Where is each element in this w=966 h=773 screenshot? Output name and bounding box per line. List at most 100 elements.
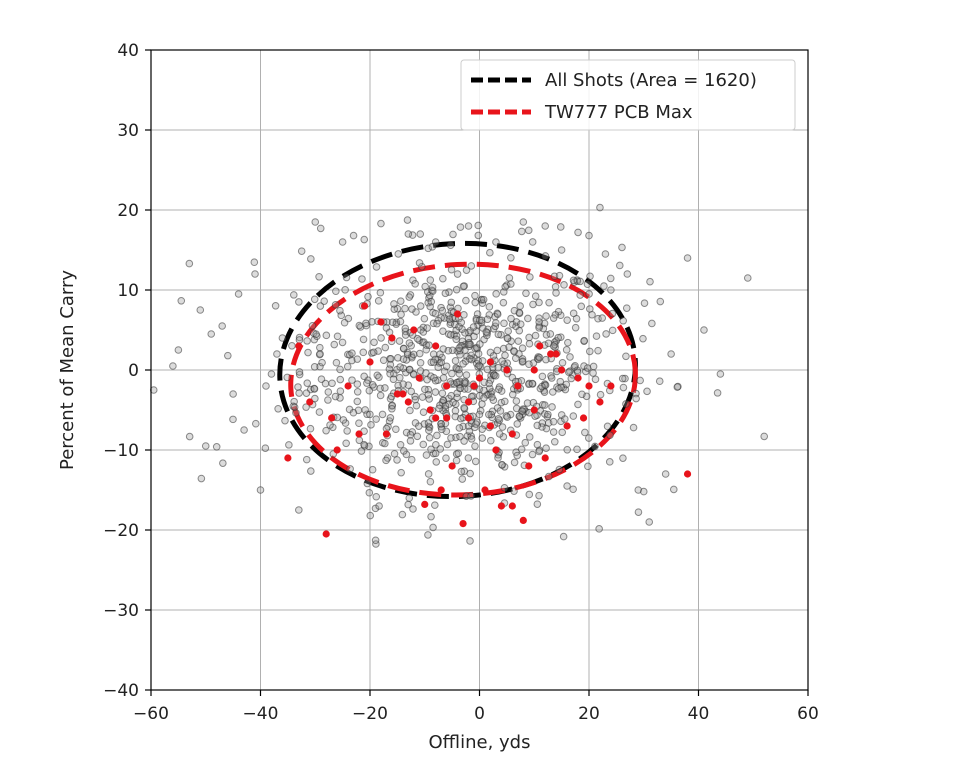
all-shots-point	[596, 203, 604, 212]
all-shots-point	[336, 387, 345, 395]
all-shots-point	[338, 338, 347, 347]
all-shots-point	[576, 291, 584, 299]
all-shots-point	[308, 321, 317, 330]
all-shots-point	[250, 258, 259, 267]
all-shots-point	[525, 333, 533, 342]
all-shots-point	[602, 330, 610, 338]
x-tick-label: −60	[133, 704, 169, 724]
all-shots-point	[302, 389, 311, 397]
all-shots-point	[548, 403, 556, 411]
all-shots-point	[360, 372, 368, 381]
legend-label-all-shots: All Shots (Area = 1620)	[545, 70, 757, 91]
all-shots-point	[461, 346, 469, 354]
all-shots-point	[392, 425, 400, 434]
y-tick-label: −10	[103, 441, 139, 461]
all-shots-point	[407, 387, 416, 396]
tw777-point	[503, 366, 511, 374]
all-shots-point	[462, 266, 471, 274]
all-shots-point	[419, 408, 428, 416]
all-shots-point	[297, 247, 306, 255]
all-shots-point	[645, 518, 654, 526]
all-shots-point	[569, 485, 577, 494]
tw777-point	[514, 382, 522, 390]
all-shots-point	[444, 346, 453, 355]
all-shots-point	[493, 310, 502, 319]
all-shots-point	[386, 369, 394, 378]
tw777-point	[333, 446, 341, 454]
all-shots-point	[564, 338, 572, 347]
tw777-point	[530, 366, 538, 374]
all-shots-point	[607, 286, 615, 294]
x-tick-label: 60	[797, 704, 819, 724]
all-shots-point	[379, 356, 388, 365]
all-shots-point	[636, 376, 644, 385]
all-shots-point	[621, 374, 629, 383]
all-shots-point	[346, 465, 354, 473]
all-shots-point	[262, 382, 270, 390]
all-shots-point	[542, 312, 550, 320]
tw777-point	[683, 470, 692, 478]
all-shots-point	[586, 347, 594, 356]
tw777-point	[475, 374, 484, 382]
all-shots-point	[622, 304, 631, 312]
all-shots-point	[336, 365, 344, 374]
all-shots-point	[453, 270, 462, 278]
all-shots-point	[425, 426, 433, 435]
all-shots-point	[533, 440, 542, 449]
all-shots-point	[332, 287, 340, 296]
x-tick-label: −20	[352, 704, 388, 724]
all-shots-point	[355, 419, 363, 428]
all-shots-point	[494, 454, 502, 462]
all-shots-point	[404, 230, 413, 238]
y-axis-label: Percent of Mean Carry	[57, 270, 78, 470]
all-shots-point	[340, 318, 349, 327]
all-shots-point	[355, 321, 364, 330]
all-shots-point	[343, 427, 351, 435]
all-shots-point	[283, 373, 292, 382]
all-shots-point	[545, 298, 553, 307]
tw777-point	[464, 398, 473, 406]
all-shots-point	[408, 231, 417, 239]
legend-box	[460, 59, 796, 131]
all-shots-point	[219, 459, 227, 467]
all-shots-point	[267, 370, 276, 378]
tw777-point	[596, 398, 604, 406]
all-shots-point	[501, 397, 509, 406]
all-shots-point	[538, 382, 546, 391]
all-shots-point	[540, 401, 549, 409]
all-shots-point	[367, 421, 375, 429]
all-shots-point	[432, 458, 441, 466]
all-shots-point	[451, 357, 460, 365]
all-shots-point	[498, 423, 507, 431]
tw777-point	[421, 500, 429, 508]
all-shots-point	[431, 309, 440, 318]
all-shots-point	[316, 343, 324, 352]
all-shots-point	[371, 536, 380, 545]
all-shots-point	[583, 280, 592, 289]
all-shots-point	[477, 316, 486, 325]
all-shots-point	[295, 370, 304, 379]
all-shots-point	[486, 436, 495, 445]
all-shots-point	[396, 317, 405, 326]
all-shots-point	[399, 344, 408, 353]
all-shots-point	[580, 362, 588, 370]
all-shots-point	[632, 394, 640, 403]
all-shots-point	[427, 512, 435, 521]
all-shots-point	[451, 407, 460, 415]
all-shots-point	[431, 449, 440, 458]
all-shots-point	[512, 318, 521, 326]
all-shots-point	[439, 274, 447, 283]
all-shots-point	[555, 271, 564, 280]
all-shots-point	[416, 230, 425, 238]
all-shots-point	[508, 390, 517, 399]
all-shots-point	[495, 430, 504, 438]
all-shots-point	[467, 262, 476, 270]
all-shots-point	[452, 456, 461, 465]
all-shots-point	[591, 375, 600, 384]
all-shots-point	[531, 331, 540, 340]
all-shots-point	[295, 336, 304, 344]
all-shots-point	[669, 485, 678, 494]
all-shots-point	[381, 439, 389, 448]
all-shots-point	[395, 337, 404, 345]
